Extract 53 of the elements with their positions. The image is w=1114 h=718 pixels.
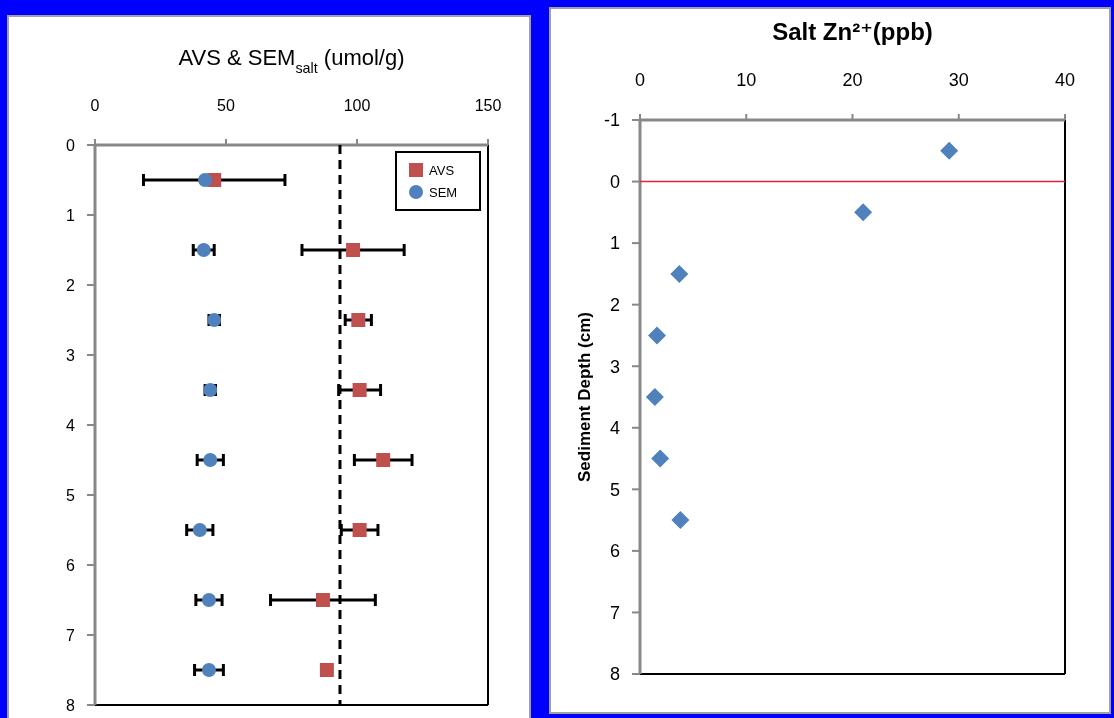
y-axis-title: Sediment Depth (cm) xyxy=(575,311,594,483)
y-tick-label: 3 xyxy=(66,346,76,364)
point xyxy=(192,523,207,537)
x-tick-label: 150 xyxy=(474,97,502,114)
y-tick-label: 2 xyxy=(66,276,76,294)
point xyxy=(352,383,367,397)
point xyxy=(319,663,334,677)
x-axis-title: Salt Zn²⁺(ppb) xyxy=(772,18,933,45)
point xyxy=(940,141,959,160)
y-tick-label: 8 xyxy=(609,664,620,685)
y-tick-label: 1 xyxy=(609,233,620,254)
y-tick-label: 6 xyxy=(609,541,620,562)
point xyxy=(351,313,366,327)
y-tick-label: 5 xyxy=(609,479,620,500)
point xyxy=(671,511,690,530)
point xyxy=(648,326,666,345)
y-tick-label: 4 xyxy=(66,416,76,434)
point xyxy=(346,243,361,257)
x-tick-label: 0 xyxy=(634,70,646,90)
legend-label: SEM xyxy=(429,184,458,200)
x-axis-title: AVS & SEM$_{salt}$ (umol/g) xyxy=(178,45,405,76)
x-tick-label: 0 xyxy=(90,97,100,114)
point xyxy=(651,449,670,468)
point xyxy=(315,593,330,607)
point xyxy=(854,203,873,222)
point xyxy=(670,264,689,283)
x-tick-label: 30 xyxy=(948,70,969,90)
point xyxy=(352,523,367,537)
point xyxy=(645,388,664,406)
point xyxy=(198,173,213,187)
y-tick-label: 6 xyxy=(66,556,76,574)
y-tick-label: 0 xyxy=(609,171,620,192)
y-tick-label: 4 xyxy=(609,418,620,439)
point xyxy=(196,243,211,257)
legend-label: AVS xyxy=(429,162,455,178)
y-tick-label: 2 xyxy=(609,294,620,315)
y-tick-label: 7 xyxy=(609,602,620,623)
x-tick-label: 10 xyxy=(736,70,757,90)
y-tick-label: 7 xyxy=(66,626,76,644)
x-tick-label: 100 xyxy=(343,97,371,114)
point xyxy=(203,453,218,467)
y-tick-label: 3 xyxy=(609,356,620,377)
x-tick-label: 50 xyxy=(217,97,235,114)
y-tick-label: 8 xyxy=(66,696,76,714)
y-tick-label: 1 xyxy=(66,206,76,224)
y-tick-label: 0 xyxy=(66,136,76,154)
point xyxy=(201,593,216,607)
y-tick-label: -1 xyxy=(603,110,620,131)
x-tick-label: 40 xyxy=(1054,70,1076,90)
y-tick-label: 5 xyxy=(66,486,76,504)
x-tick-label: 20 xyxy=(842,70,863,90)
point xyxy=(376,453,391,467)
point xyxy=(201,663,216,677)
